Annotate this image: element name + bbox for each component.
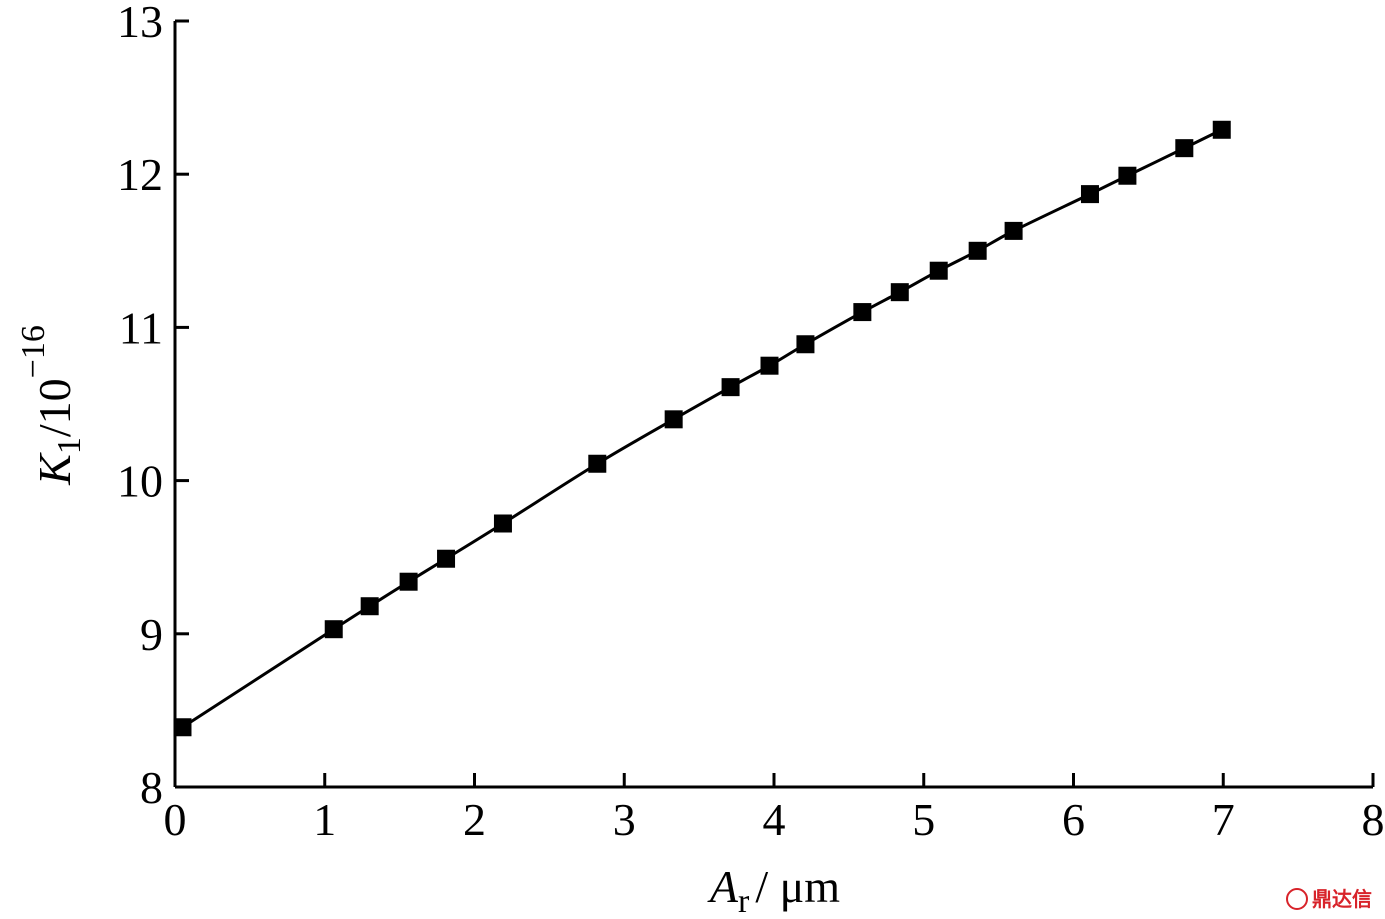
- marker: [1080, 185, 1099, 204]
- y-label-exponent: −16: [15, 325, 52, 378]
- marker: [399, 572, 418, 591]
- x-tick-label: 1: [313, 794, 336, 845]
- marker: [360, 597, 379, 616]
- marker: [664, 410, 683, 429]
- x-tick-label: 8: [1362, 794, 1385, 845]
- marker: [493, 514, 512, 533]
- y-tick-label: 10: [117, 456, 163, 507]
- x-tick-label: 4: [763, 794, 786, 845]
- y-tick-label: 12: [117, 149, 163, 200]
- marker: [173, 718, 192, 737]
- y-tick-label: 8: [140, 762, 163, 813]
- y-tick-label: 13: [117, 0, 163, 47]
- marker: [890, 283, 909, 302]
- marker: [1118, 166, 1137, 185]
- x-tick-label: 6: [1062, 794, 1085, 845]
- x-tick-label: 2: [463, 794, 486, 845]
- y-axis-label: K1/10−16: [15, 325, 88, 486]
- marker: [324, 620, 343, 639]
- x-axis-label: Ar / μm: [707, 861, 840, 919]
- marker: [1004, 221, 1023, 240]
- y-tick-label: 9: [140, 609, 163, 660]
- x-label-subscript: r: [738, 883, 750, 919]
- watermark-logo: [1286, 888, 1308, 910]
- marker: [437, 549, 456, 568]
- marker: [588, 454, 607, 473]
- marker: [796, 335, 815, 354]
- x-tick-label: 0: [164, 794, 187, 845]
- x-label-unit: / μm: [755, 861, 840, 912]
- marker: [968, 241, 987, 260]
- x-tick-label: 3: [613, 794, 636, 845]
- marker: [1212, 120, 1231, 139]
- marker: [1175, 139, 1194, 158]
- y-label-subscript: 1: [51, 437, 88, 454]
- x-tick-label: 5: [912, 794, 935, 845]
- marker: [929, 261, 948, 280]
- x-tick-label: 7: [1212, 794, 1235, 845]
- y-label-symbol: K: [29, 452, 80, 486]
- watermark: 鼎达信: [1312, 887, 1372, 911]
- marker: [760, 356, 779, 375]
- y-tick-label: 11: [119, 302, 163, 353]
- marker: [853, 303, 872, 322]
- marker: [721, 378, 740, 397]
- y-label-unit: /10: [29, 378, 80, 437]
- x-label-symbol: A: [707, 861, 739, 912]
